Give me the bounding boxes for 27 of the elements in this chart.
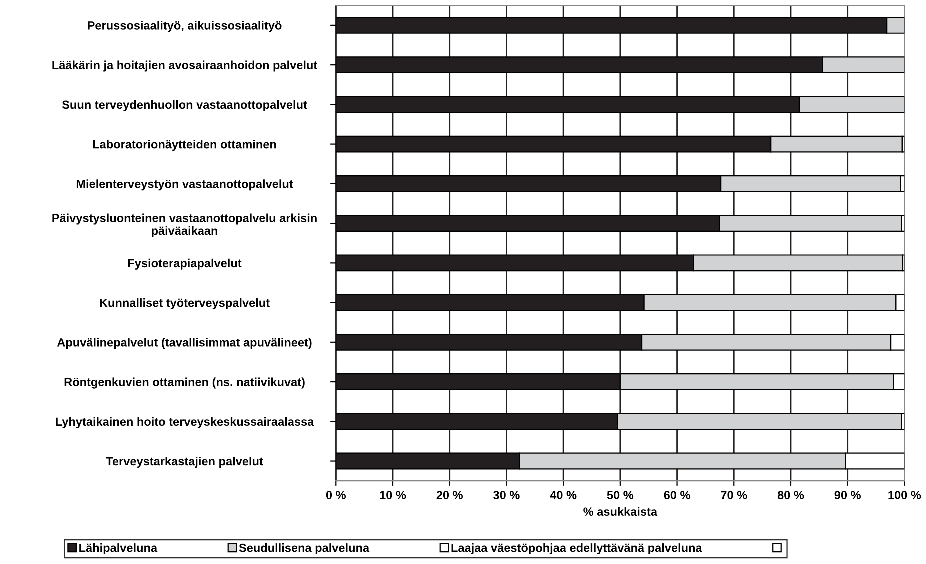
y-tick-label: Mielenterveystyön vastaanottopalvelut — [76, 180, 294, 191]
y-tick-label: Perussosiaalityö, aikuissosiaalityö — [88, 21, 282, 32]
x-tick-label: 90 % — [834, 491, 861, 500]
y-tick-label: Fysioterapiapalvelut — [128, 258, 242, 270]
x-tick-label: 50 % — [607, 491, 634, 500]
x-tick-label: 100 % — [888, 491, 922, 500]
legend-label: Seudullisena palveluna — [239, 544, 370, 555]
x-tick-label: 30 % — [494, 491, 520, 500]
x-tick-label: 40 % — [550, 491, 577, 500]
y-tick-label: Röntgenkuvien ottaminen (ns. natiivikuvat) — [64, 378, 305, 389]
x-tick-label: 0 % — [326, 491, 346, 500]
y-tick-label: Suun terveydenhuollon vastaanottopalvelut — [62, 100, 308, 112]
y-tick-label: Apuvälinepalvelut (tavallisimmat apuvälineet) — [57, 338, 312, 350]
x-tick-label: 10 % — [380, 491, 406, 500]
x-tick-label: 70 % — [721, 491, 748, 500]
y-tick-label: Lyhytaikainen hoito terveyskeskussairaalassa — [56, 417, 314, 428]
x-tick-label: 80 % — [778, 491, 804, 500]
x-axis-title: % asukkaista — [584, 507, 658, 516]
y-tick-label: Terveystarkastajien palvelut — [106, 457, 264, 468]
y-tick-label: Kunnalliset työterveyspalvelut — [100, 298, 270, 310]
x-tick-label: 60 % — [664, 491, 690, 500]
y-tick-label: Päivystysluonteinen vastaanottopalvelu arkisin päiväaikaan — [52, 214, 317, 238]
y-tick-label: Lääkärin ja hoitajien avosairaanhoidon palvelut — [52, 60, 318, 72]
y-tick-label: Laboratorionäytteiden ottaminen — [93, 140, 276, 152]
legend-label: Laajaa väestöpohjaa edellyttävänä palveluna — [452, 544, 702, 555]
legend-label: Lähipalveluna — [80, 544, 158, 555]
x-tick-label: 20 % — [436, 491, 463, 500]
